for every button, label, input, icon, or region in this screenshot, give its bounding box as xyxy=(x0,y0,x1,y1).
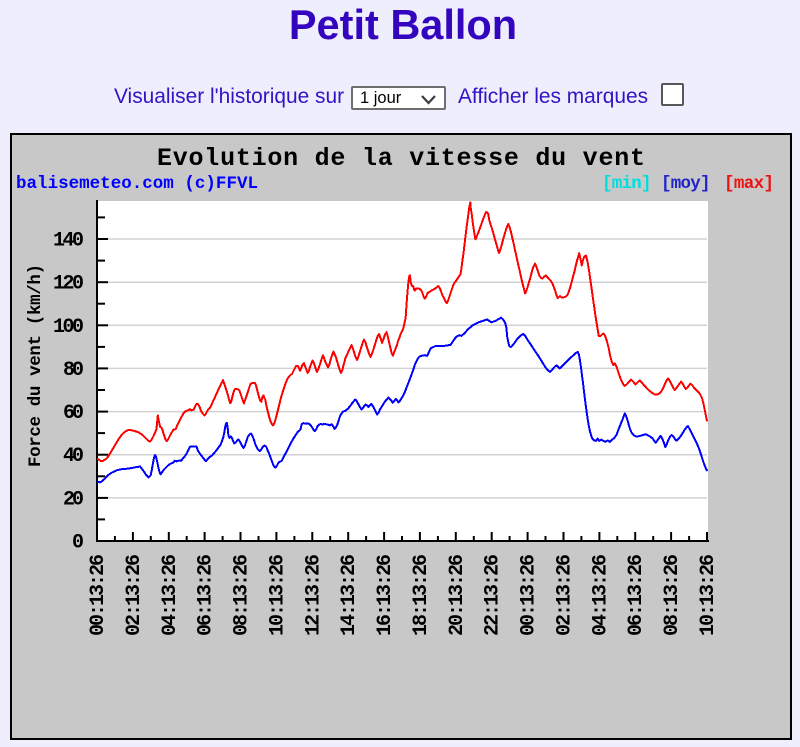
svg-text:02:13:26: 02:13:26 xyxy=(554,554,577,636)
svg-text:20:13:26: 20:13:26 xyxy=(446,554,469,636)
svg-text:120: 120 xyxy=(53,273,84,296)
svg-text:[moy]: [moy] xyxy=(661,174,711,194)
svg-text:10:13:26: 10:13:26 xyxy=(697,554,720,636)
svg-text:10:13:26: 10:13:26 xyxy=(266,554,289,636)
svg-text:40: 40 xyxy=(63,445,84,468)
svg-text:22:13:26: 22:13:26 xyxy=(482,554,505,636)
svg-text:06:13:26: 06:13:26 xyxy=(195,554,218,636)
svg-text:100: 100 xyxy=(53,316,84,339)
svg-text:16:13:26: 16:13:26 xyxy=(374,554,397,636)
svg-text:02:13:26: 02:13:26 xyxy=(123,554,146,636)
svg-text:14:13:26: 14:13:26 xyxy=(338,554,361,636)
svg-text:08:13:26: 08:13:26 xyxy=(231,554,254,636)
svg-text:[min]: [min] xyxy=(602,174,652,194)
svg-text:00:13:26: 00:13:26 xyxy=(518,554,541,636)
svg-text:60: 60 xyxy=(63,402,84,425)
svg-text:20: 20 xyxy=(63,488,84,511)
svg-text:04:13:26: 04:13:26 xyxy=(589,554,612,636)
svg-text:08:13:26: 08:13:26 xyxy=(661,554,684,636)
svg-text:06:13:26: 06:13:26 xyxy=(625,554,648,636)
svg-text:12:13:26: 12:13:26 xyxy=(302,554,325,636)
svg-text:[max]: [max] xyxy=(724,174,774,194)
svg-text:140: 140 xyxy=(53,230,84,253)
svg-text:balisemeteo.com (c)FFVL: balisemeteo.com (c)FFVL xyxy=(16,174,258,194)
svg-text:00:13:26: 00:13:26 xyxy=(87,554,110,636)
svg-text:Evolution de la vitesse du ven: Evolution de la vitesse du vent xyxy=(157,144,645,173)
svg-text:80: 80 xyxy=(63,359,84,382)
svg-text:04:13:26: 04:13:26 xyxy=(159,554,182,636)
svg-text:Force du vent (km/h): Force du vent (km/h) xyxy=(26,264,46,467)
svg-text:0: 0 xyxy=(72,532,84,555)
svg-text:18:13:26: 18:13:26 xyxy=(410,554,433,636)
